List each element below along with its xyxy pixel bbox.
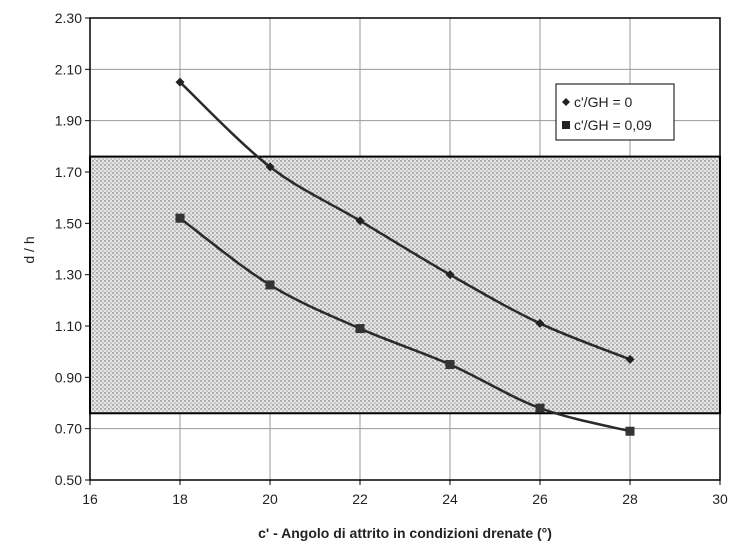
y-tick-label: 0.70	[55, 421, 82, 437]
series-layer	[175, 77, 635, 436]
legend-label-series-2: c'/GH = 0,09	[574, 117, 652, 133]
x-tick-label: 26	[532, 491, 548, 507]
x-tick-label: 30	[712, 491, 728, 507]
y-tick-label: 1.70	[55, 164, 82, 180]
y-axis-title: d / h	[21, 236, 37, 263]
data-point-square	[625, 426, 635, 436]
data-point-square	[355, 324, 365, 334]
shaded-band	[89, 155, 721, 415]
y-tick-label: 1.30	[55, 267, 82, 283]
y-tick-label: 1.50	[55, 215, 82, 231]
series-line-2	[179, 217, 631, 433]
legend-marker-square	[562, 121, 570, 129]
data-point-diamond	[175, 77, 185, 87]
y-tick-label: 1.10	[55, 318, 82, 334]
x-tick-label: 20	[262, 491, 278, 507]
legend: c'/GH = 0 c'/GH = 0,09	[555, 83, 675, 141]
x-tick-label: 28	[622, 491, 638, 507]
legend-box	[555, 83, 675, 141]
x-tick-label: 22	[352, 491, 368, 507]
y-tick-label: 2.30	[55, 10, 82, 26]
data-point-square	[175, 213, 185, 223]
legend-marker-diamond	[562, 98, 570, 106]
data-point-square	[265, 280, 275, 290]
x-tick-label: 18	[172, 491, 188, 507]
x-axis-title: c' - Angolo di attrito in condizioni dre…	[258, 525, 552, 541]
data-point-diamond	[625, 354, 635, 364]
data-point-square	[535, 403, 545, 413]
y-tick-label: 1.90	[55, 113, 82, 129]
y-tick-label: 0.90	[55, 369, 82, 385]
legend-label-series-1: c'/GH = 0	[574, 94, 633, 110]
x-axis-ticks: 16 18 20 22 24 26 28 30	[82, 480, 728, 507]
plot-area-frame	[89, 17, 721, 481]
x-tick-label: 16	[82, 491, 98, 507]
data-point-square	[445, 360, 455, 369]
y-axis-ticks: 0.50 0.70 0.90 1.10 1.30 1.50 1.70 1.90 2.10 2.30	[55, 10, 90, 488]
y-tick-label: 2.10	[55, 61, 82, 77]
x-tick-label: 24	[442, 491, 458, 507]
data-point-diamond	[445, 270, 455, 280]
data-point-diamond	[535, 318, 545, 328]
data-point-diamond	[355, 216, 365, 226]
data-point-diamond	[265, 162, 275, 172]
y-tick-label: 0.50	[55, 472, 82, 488]
